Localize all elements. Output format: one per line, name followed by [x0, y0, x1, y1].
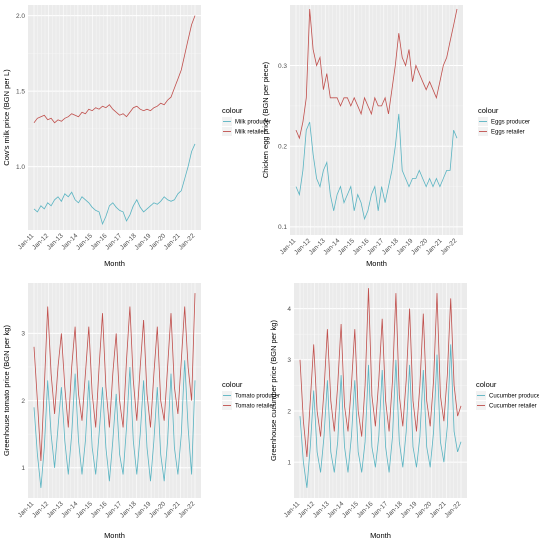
y-tick-label: 0.3 — [278, 63, 287, 70]
y-tick-label: 3 — [21, 331, 25, 338]
y-tick-label: 0.2 — [278, 144, 287, 151]
chart-panel-4: 1234Jan-11Jan-12Jan-13Jan-14Jan-15Jan-16… — [269, 283, 539, 540]
series-line-retailer — [33, 15, 196, 124]
x-axis-label: Month — [104, 259, 125, 268]
legend-entry-label: Tomato retailer — [235, 404, 275, 410]
y-axis-label: Greenhouse tomato price (BGN per kg) — [2, 325, 11, 456]
legend-title: colour — [222, 380, 243, 389]
y-tick-label: 1 — [21, 465, 25, 472]
y-tick-label: 2.0 — [16, 13, 25, 20]
x-tick-label: Jan-22 — [177, 232, 196, 251]
x-axis-label: Month — [370, 531, 391, 540]
series-line-producer — [33, 143, 196, 226]
legend-entry-label: Eggs producer — [491, 120, 530, 126]
legend-entry-label: Cucumber retailer — [489, 404, 537, 410]
x-tick-label: Jan-22 — [439, 237, 458, 256]
y-tick-label: 1.0 — [16, 164, 25, 171]
series-line-retailer — [33, 293, 196, 462]
chart-panel-1: 1.01.52.0Jan-11Jan-12Jan-13Jan-14Jan-15J… — [2, 5, 271, 268]
legend-title: colour — [222, 106, 243, 115]
series-line-producer — [299, 344, 462, 488]
x-axis-label: Month — [104, 531, 125, 540]
y-tick-label: 2 — [287, 408, 291, 415]
legend-title: colour — [476, 380, 497, 389]
y-tick-label: 4 — [287, 306, 291, 313]
y-axis-label: Chicken egg price (BGN per piece) — [261, 61, 270, 178]
x-tick-label: Jan-22 — [443, 500, 462, 519]
y-axis-label: Cow's milk price (BGN per L) — [2, 69, 11, 166]
series-line-retailer — [295, 8, 458, 140]
legend-entry-label: Cucumber producer — [489, 394, 539, 400]
chart-panel-2: 0.10.20.3Jan-11Jan-12Jan-13Jan-14Jan-15J… — [261, 5, 530, 268]
legend-entry-label: Milk producer — [235, 120, 271, 126]
y-tick-label: 2 — [21, 398, 25, 405]
series-line-producer — [33, 360, 196, 488]
y-tick-label: 0.1 — [278, 224, 287, 231]
y-tick-label: 1.5 — [16, 88, 25, 95]
legend-title: colour — [478, 106, 499, 115]
x-tick-label: Jan-22 — [177, 500, 196, 519]
y-tick-label: 3 — [287, 357, 291, 364]
chart-panel-3: 123Jan-11Jan-12Jan-13Jan-14Jan-15Jan-16J… — [2, 283, 280, 540]
y-axis-label: Greenhouse cucumber price (BGN per kg) — [269, 320, 278, 461]
series-line-retailer — [299, 288, 462, 458]
legend-entry-label: Tomato producer — [235, 394, 280, 400]
legend-entry-label: Eggs retailer — [491, 130, 525, 136]
legend-entry-label: Milk retailer — [235, 130, 266, 136]
x-axis-label: Month — [366, 259, 387, 268]
series-line-producer — [295, 113, 458, 221]
y-tick-label: 1 — [287, 459, 291, 466]
